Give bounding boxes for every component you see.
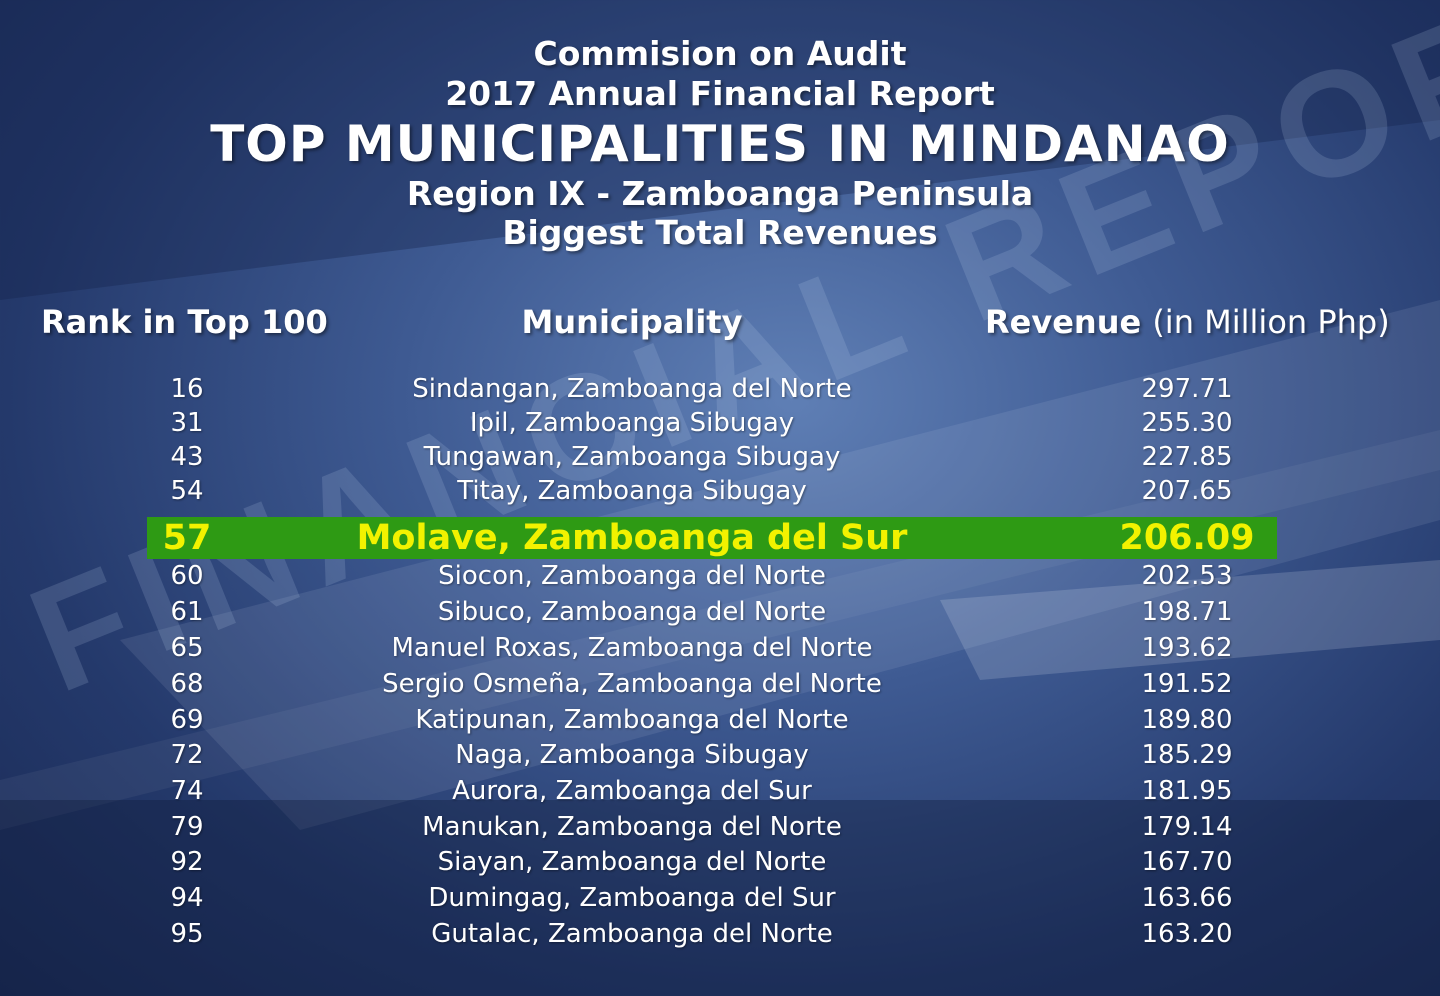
municipality-cell: Dumingag, Zamboanga del Sur (428, 883, 836, 913)
rank-cell: 95 (170, 919, 204, 949)
header-revenue-label: Revenue (985, 303, 1142, 341)
municipality-cell: Manukan, Zamboanga del Norte (422, 812, 842, 842)
table-row: 72 Naga, Zamboanga Sibugay 185.29 (0, 737, 1440, 773)
revenue-cell: 179.14 (1141, 812, 1233, 842)
municipality-cell: Titay, Zamboanga Sibugay (457, 476, 807, 506)
table-row: 69 Katipunan, Zamboanga del Norte 189.80 (0, 702, 1440, 738)
rank-cell: 57 (162, 518, 212, 558)
revenue-cell: 163.20 (1141, 919, 1233, 949)
table-row: 79 Manukan, Zamboanga del Norte 179.14 (0, 809, 1440, 845)
rank-cell: 72 (170, 740, 204, 770)
table-row: 92 Siayan, Zamboanga del Norte 167.70 (0, 844, 1440, 880)
header-revenue-unit: (in Million Php) (1152, 303, 1390, 341)
revenue-cell: 227.85 (1141, 442, 1233, 472)
revenue-cell: 255.30 (1141, 408, 1233, 438)
title-subtitle: Biggest Total Revenues (502, 213, 938, 252)
municipality-cell: Tungawan, Zamboanga Sibugay (423, 442, 841, 472)
rank-cell: 31 (170, 408, 204, 438)
table-row: 31 Ipil, Zamboanga Sibugay 255.30 (0, 405, 1440, 441)
revenue-cell: 202.53 (1141, 561, 1233, 591)
revenue-cell: 185.29 (1141, 740, 1233, 770)
revenue-cell: 206.09 (1119, 518, 1255, 558)
title-block: Commision on Audit 2017 Annual Financial… (0, 34, 1440, 252)
table-row-highlighted: 57 Molave, Zamboanga del Sur 206.09 (147, 517, 1277, 559)
table-row: 65 Manuel Roxas, Zamboanga del Norte 193.6… (0, 630, 1440, 666)
table-row: 43 Tungawan, Zamboanga Sibugay 227.85 (0, 439, 1440, 475)
municipality-cell: Katipunan, Zamboanga del Norte (415, 705, 849, 735)
rank-cell: 61 (170, 597, 204, 627)
rank-cell: 54 (170, 476, 204, 506)
municipality-cell: Sergio Osmeña, Zamboanga del Norte (382, 669, 882, 699)
rank-cell: 92 (170, 847, 204, 877)
table-row: 61 Sibuco, Zamboanga del Norte 198.71 (0, 594, 1440, 630)
title-main: TOP MUNICIPALITIES IN MINDANAO (210, 115, 1230, 173)
revenue-cell: 193.62 (1141, 633, 1233, 663)
revenue-cell: 189.80 (1141, 705, 1233, 735)
table-row: 54 Titay, Zamboanga Sibugay 207.65 (0, 473, 1440, 509)
header-municipality: Municipality (521, 303, 743, 341)
revenue-cell: 181.95 (1141, 776, 1233, 806)
municipality-cell: Siocon, Zamboanga del Norte (438, 561, 826, 591)
revenue-cell: 191.52 (1141, 669, 1233, 699)
municipality-cell: Ipil, Zamboanga Sibugay (469, 408, 795, 438)
rank-cell: 60 (170, 561, 204, 591)
revenue-cell: 167.70 (1141, 847, 1233, 877)
title-report: 2017 Annual Financial Report (445, 74, 995, 113)
rank-cell: 68 (170, 669, 204, 699)
table-row: 95 Gutalac, Zamboanga del Norte 163.20 (0, 916, 1440, 952)
rank-cell: 79 (170, 812, 204, 842)
municipality-cell: Aurora, Zamboanga del Sur (452, 776, 812, 806)
municipality-cell: Sibuco, Zamboanga del Norte (437, 597, 827, 627)
rank-cell: 65 (170, 633, 204, 663)
rank-cell: 94 (170, 883, 204, 913)
table-row: 94 Dumingag, Zamboanga del Sur 163.66 (0, 880, 1440, 916)
revenue-cell: 198.71 (1141, 597, 1233, 627)
title-region: Region IX - Zamboanga Peninsula (406, 174, 1034, 213)
municipality-cell: Molave, Zamboanga del Sur (356, 518, 908, 558)
municipality-cell: Sindangan, Zamboanga del Norte (412, 374, 852, 404)
revenue-cell: 163.66 (1141, 883, 1233, 913)
municipality-cell: Siayan, Zamboanga del Norte (437, 847, 827, 877)
municipality-cell: Gutalac, Zamboanga del Norte (431, 919, 833, 949)
rank-cell: 43 (170, 442, 204, 472)
table-row: 60 Siocon, Zamboanga del Norte 202.53 (0, 558, 1440, 594)
municipality-cell: Manuel Roxas, Zamboanga del Norte (391, 633, 873, 663)
rank-cell: 74 (170, 776, 204, 806)
municipality-cell: Naga, Zamboanga Sibugay (455, 740, 809, 770)
revenue-cell: 207.65 (1141, 476, 1233, 506)
revenue-cell: 297.71 (1141, 374, 1233, 404)
rank-cell: 16 (170, 374, 204, 404)
header-revenue: Revenue (in Million Php) (985, 303, 1390, 341)
title-organization: Commision on Audit (533, 34, 907, 73)
table-row: 68 Sergio Osmeña, Zamboanga del Norte 191.… (0, 666, 1440, 702)
table-row: 16 Sindangan, Zamboanga del Norte 297.71 (0, 371, 1440, 407)
table-row: 74 Aurora, Zamboanga del Sur 181.95 (0, 773, 1440, 809)
rank-cell: 69 (170, 705, 204, 735)
header-rank: Rank in Top 100 (41, 303, 328, 341)
